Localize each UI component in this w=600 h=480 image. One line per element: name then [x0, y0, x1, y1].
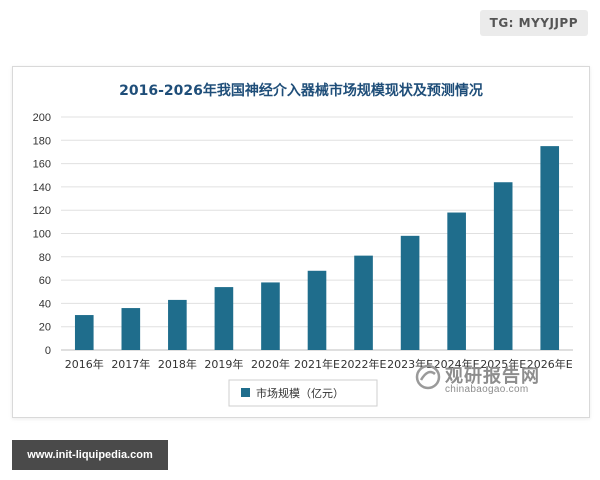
- chart-card: 2016-2026年我国神经介入器械市场规模现状及预测情况 0 20 40 60 80 10…: [12, 66, 590, 418]
- y-tick-label: 60: [39, 275, 51, 287]
- bar: [540, 146, 560, 350]
- bar: [493, 182, 513, 350]
- x-tick-label: 2025年E: [480, 357, 526, 371]
- legend-label: 市场规模（亿元）: [256, 386, 344, 400]
- y-tick-label: 40: [39, 298, 51, 310]
- bar: [261, 282, 280, 350]
- y-tick-label: 160: [33, 159, 51, 171]
- bar: [447, 212, 466, 350]
- bar: [168, 299, 187, 350]
- y-tick-label: 0: [45, 345, 51, 357]
- y-tick-label: 140: [33, 182, 51, 194]
- y-tick-label: 180: [33, 135, 51, 147]
- x-tick-label: 2019年: [204, 357, 243, 371]
- y-tick-label: 120: [33, 205, 51, 217]
- bar: [307, 270, 327, 350]
- x-tick-label: 2016年: [65, 357, 104, 371]
- x-tick-label: 2017年: [111, 357, 150, 371]
- bar: [121, 308, 141, 350]
- y-tick-label: 200: [33, 112, 51, 124]
- legend-swatch: [241, 388, 250, 397]
- x-tick-label: 2022年E: [341, 357, 387, 371]
- legend-box: [228, 379, 378, 407]
- x-tick-label: 2023年E: [387, 357, 433, 371]
- chart-title: 2016-2026年我国神经介入器械市场规模现状及预测情况: [119, 82, 483, 99]
- x-tick-label: 2018年: [158, 357, 197, 371]
- y-tick-label: 100: [33, 229, 51, 241]
- x-tick-label: 2021年E: [294, 357, 340, 371]
- bar: [354, 255, 373, 350]
- bar: [400, 235, 420, 350]
- y-tick-label: 80: [39, 252, 51, 264]
- bar: [74, 315, 94, 350]
- x-tick-label: 2026年E: [527, 357, 573, 371]
- x-tick-label: 2020年: [251, 357, 290, 371]
- bar-chart: 2016-2026年我国神经介入器械市场规模现状及预测情况 0 20 40 60 80 10…: [33, 82, 573, 407]
- footer-url[interactable]: www.init-liquipedia.com: [12, 440, 168, 470]
- y-tick-label: 20: [39, 322, 51, 334]
- tg-badge: TG: MYYJJPP: [479, 10, 588, 36]
- x-tick-label: 2024年E: [434, 357, 480, 371]
- bar: [214, 287, 234, 350]
